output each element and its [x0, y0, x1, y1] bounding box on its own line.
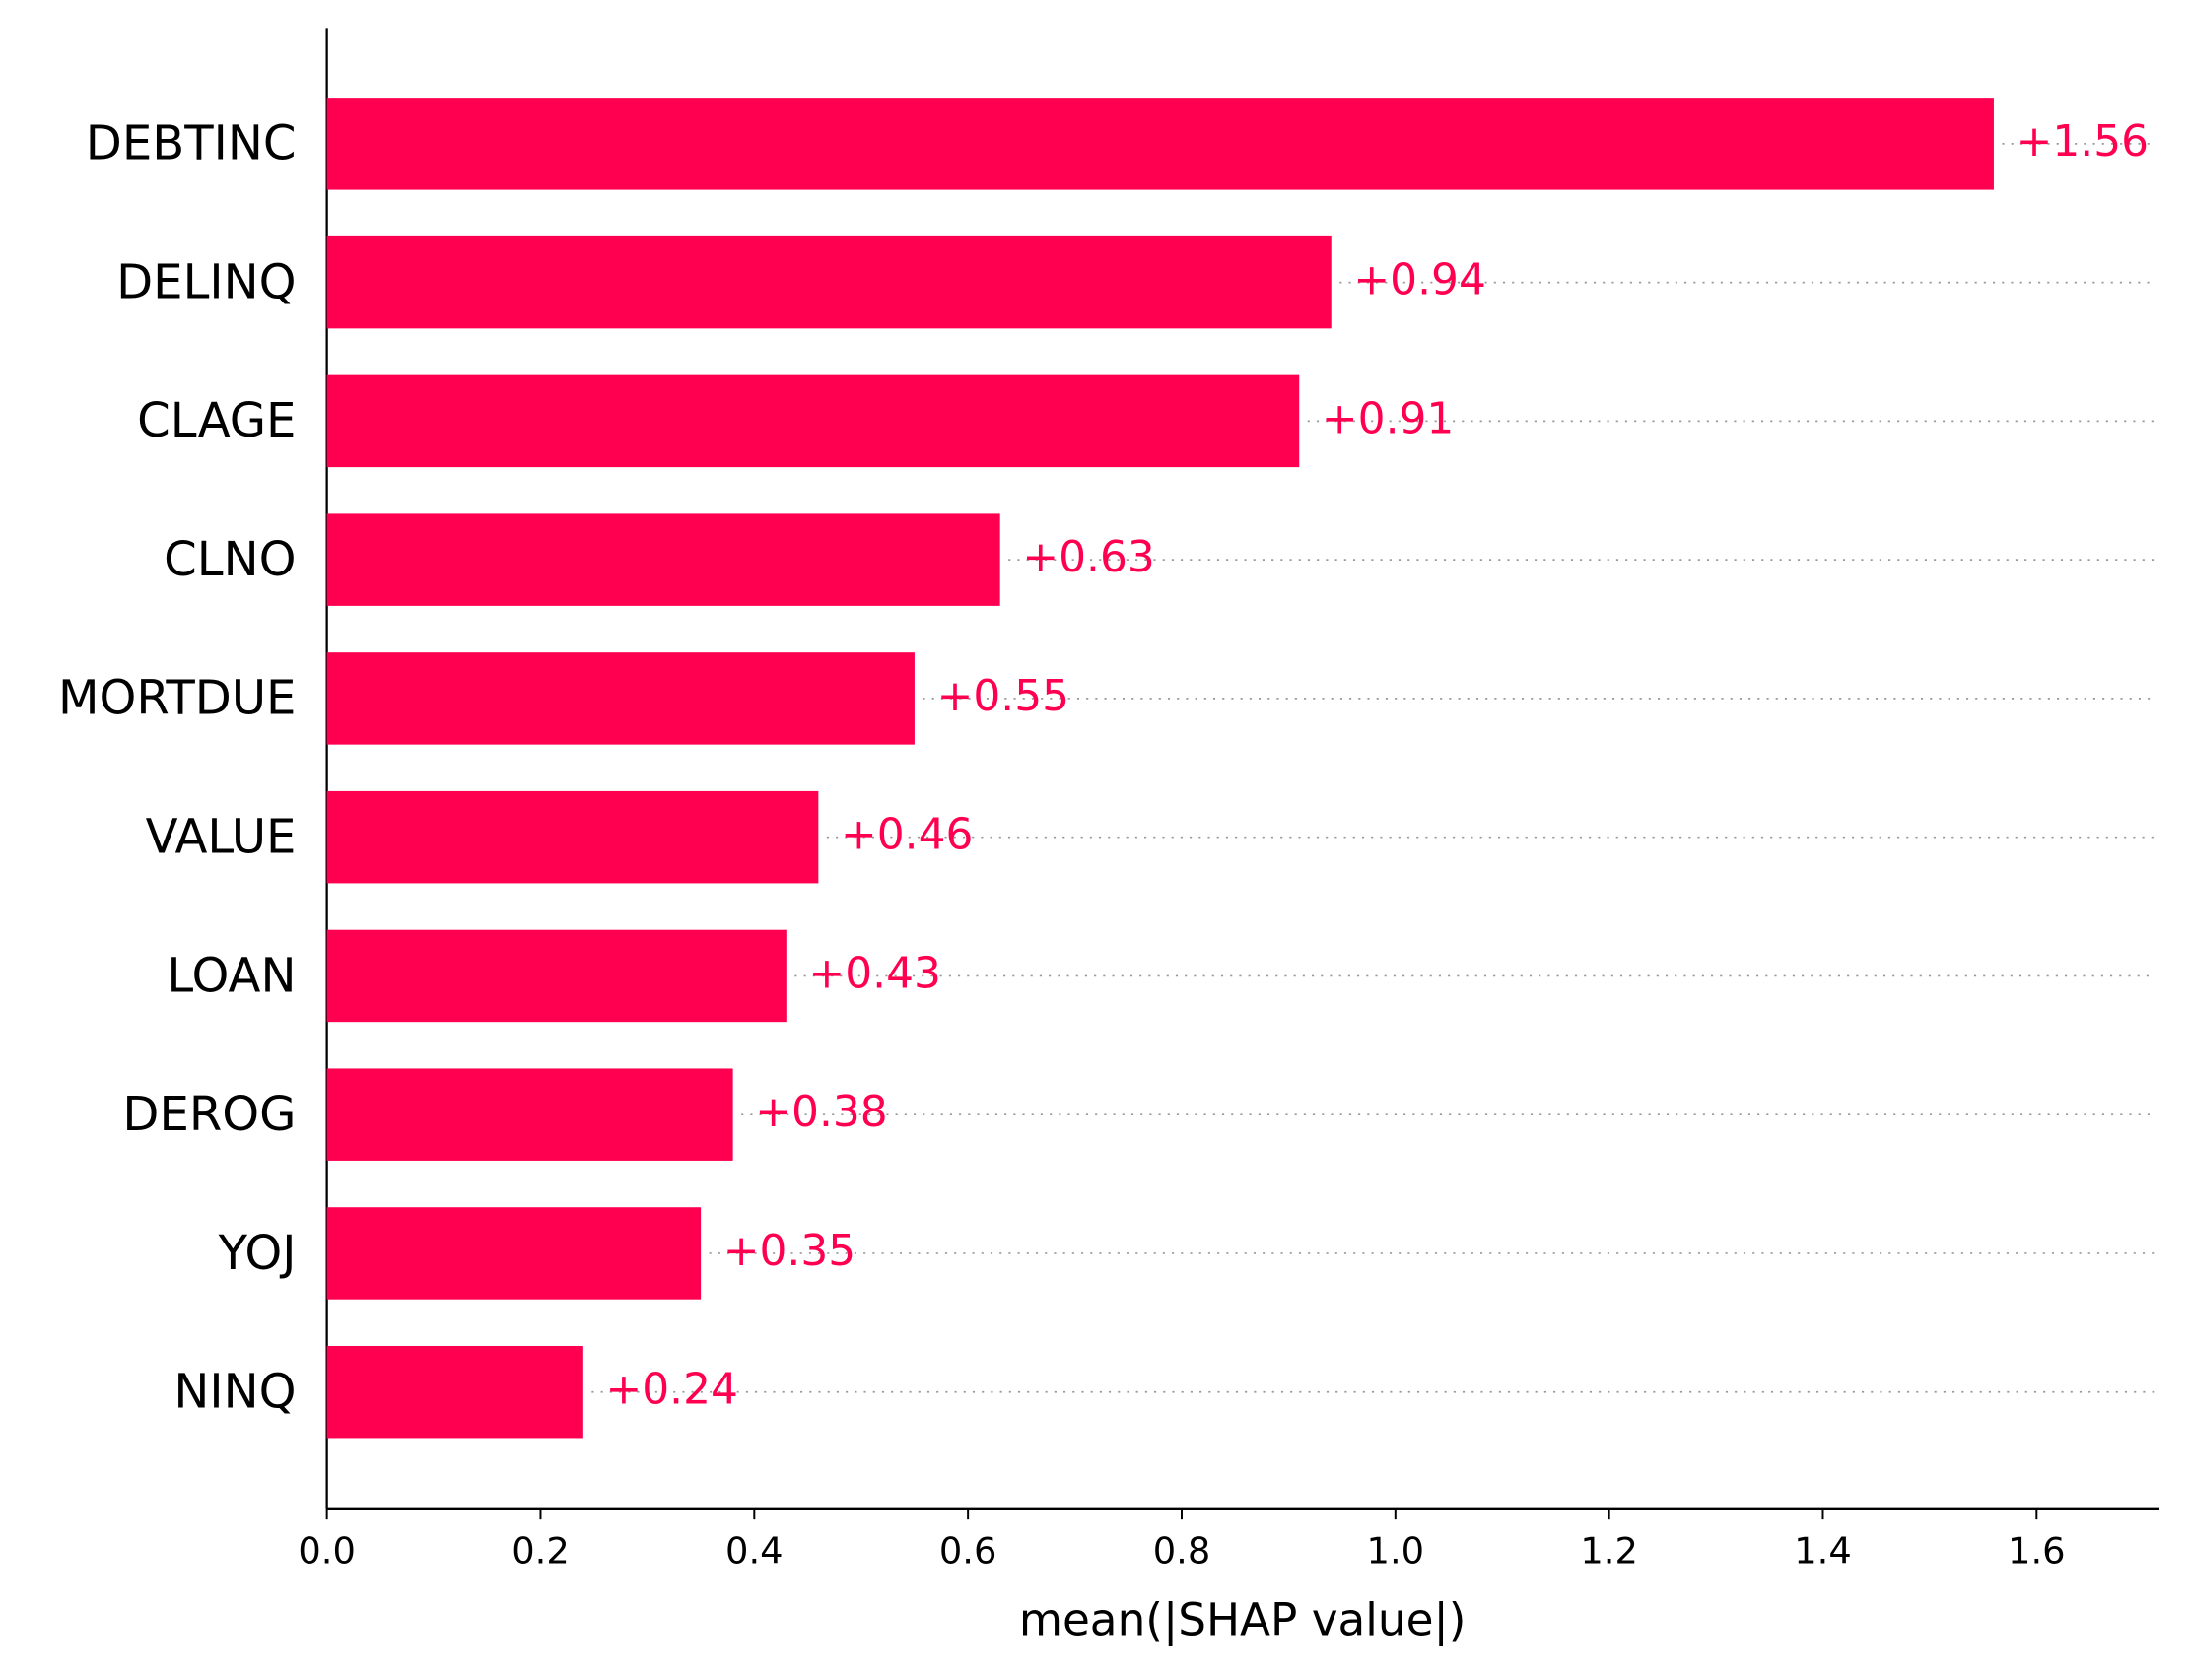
bar: [326, 1345, 583, 1439]
y-tick-label: NINQ: [173, 1365, 296, 1420]
bar: [326, 235, 1332, 329]
value-label: +0.63: [1022, 532, 1154, 582]
value-label: +0.38: [755, 1087, 887, 1137]
y-tick-label: DEBTINC: [86, 116, 297, 171]
bar: [326, 1207, 702, 1300]
y-tick-label: DELINQ: [116, 254, 296, 309]
x-tick-label: 0.0: [298, 1530, 356, 1573]
value-label: +0.94: [1353, 255, 1485, 305]
y-tick-label: LOAN: [167, 948, 296, 1003]
x-tick-label: 1.0: [1367, 1530, 1425, 1573]
value-label: +0.91: [1322, 393, 1454, 443]
y-tick-label: CLNO: [164, 532, 296, 587]
y-tick-label: MORTDUE: [58, 671, 296, 726]
bar: [326, 1068, 733, 1161]
x-tick-label: 0.8: [1153, 1530, 1211, 1573]
value-label: +0.43: [808, 948, 940, 998]
value-label: +0.35: [723, 1226, 855, 1276]
bar: [326, 652, 915, 745]
bar: [326, 513, 1000, 606]
x-tick-label: 1.2: [1580, 1530, 1638, 1573]
bar: [326, 98, 1994, 190]
x-tick-label: 0.2: [512, 1530, 570, 1573]
x-tick-label: 1.4: [1794, 1530, 1852, 1573]
y-tick-label: DEROG: [122, 1087, 296, 1142]
y-tick-label: CLAGE: [137, 393, 296, 448]
bar: [326, 374, 1300, 468]
bar: [326, 929, 787, 1023]
y-tick-label: VALUE: [146, 810, 297, 865]
x-tick-label: 0.4: [725, 1530, 784, 1573]
value-label: +0.46: [841, 810, 973, 860]
value-label: +1.56: [2017, 116, 2149, 167]
value-label: +0.24: [605, 1365, 737, 1415]
x-axis-label: mean(|SHAP value|): [1019, 1593, 1467, 1646]
x-tick-label: 0.6: [939, 1530, 997, 1573]
y-tick-label: YOJ: [218, 1226, 297, 1281]
bar: [326, 790, 819, 884]
x-tick-label: 1.6: [2008, 1530, 2066, 1573]
value-label: +0.55: [937, 671, 1069, 721]
